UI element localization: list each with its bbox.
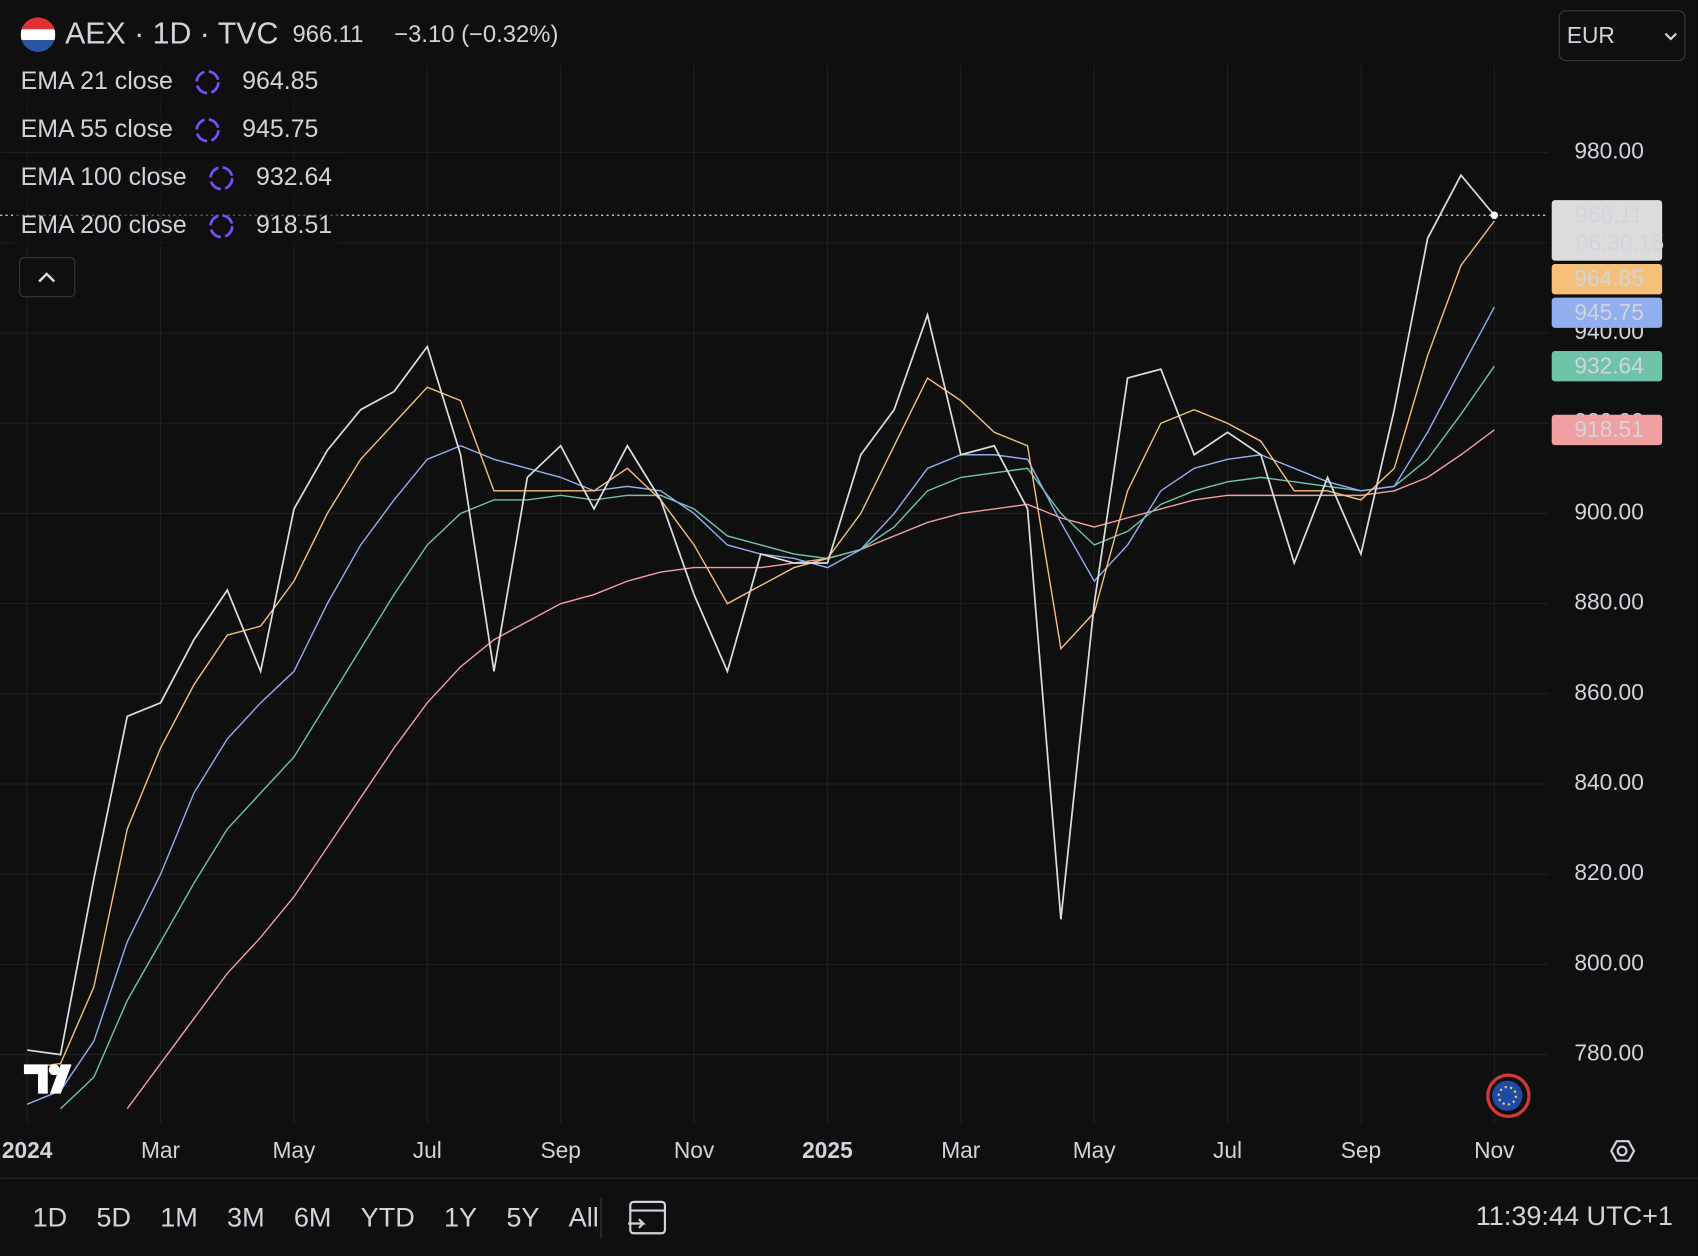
x-tick-label: May xyxy=(1073,1137,1117,1163)
legend-bg xyxy=(13,205,339,247)
x-tick-label: Jul xyxy=(413,1137,442,1163)
legend-value: 932.64 xyxy=(256,163,332,191)
legend-value: 945.75 xyxy=(242,115,318,143)
x-tick-label: Nov xyxy=(1474,1137,1515,1163)
clock: 11:39:44 UTC+1 xyxy=(1476,1201,1673,1231)
legend-item[interactable]: EMA 100 close 932.64 xyxy=(13,157,339,199)
x-tick-label: Jul xyxy=(1213,1137,1242,1163)
y-tick-label: 820.00 xyxy=(1574,859,1643,885)
legend-icon xyxy=(209,214,234,239)
price-change: −3.10 (−0.32%) xyxy=(394,21,558,48)
price-tag-label: 918.51 xyxy=(1574,416,1643,442)
legend-icon xyxy=(209,166,234,191)
price-tag-label: 964.85 xyxy=(1574,265,1643,291)
legend-name: EMA 200 close xyxy=(21,211,187,239)
currency-label[interactable]: EUR xyxy=(1567,22,1615,48)
last-price-dot xyxy=(1490,211,1499,220)
legend-item[interactable]: EMA 200 close 918.51 xyxy=(13,205,339,247)
price-tag xyxy=(1551,351,1663,382)
range-button[interactable]: 6M xyxy=(294,1202,332,1232)
y-tick-label: 980.00 xyxy=(1574,138,1643,164)
y-tick-label: 880.00 xyxy=(1574,589,1643,615)
date-range-icon[interactable] xyxy=(628,1200,667,1235)
legend-value: 918.51 xyxy=(256,211,332,239)
range-toolbar: 1D 5D 1M 3M 6M YTD 1Y 5Y All xyxy=(33,1202,599,1232)
chart-title: AEX · 1D · TVC xyxy=(65,18,278,51)
price-tag xyxy=(1551,263,1663,295)
symbol-flag xyxy=(20,17,56,52)
countdown: 06:30:15 xyxy=(1576,230,1664,256)
collapse-icon xyxy=(38,272,56,283)
price-tag-label: 966.11 xyxy=(1575,201,1643,227)
legend-value: 964.85 xyxy=(242,67,318,95)
price-tag-label: 932.64 xyxy=(1574,352,1643,378)
grid xyxy=(0,64,1549,1124)
y-tick-label: 780.00 xyxy=(1574,1040,1643,1066)
overlay: 780.00 800.00 820.00 840.00 860.00 880.00 900.… xyxy=(0,138,1664,1163)
range-button[interactable]: All xyxy=(569,1202,599,1232)
range-button[interactable]: 1Y xyxy=(444,1202,477,1232)
y-tick-label: 900.00 xyxy=(1574,498,1643,524)
legend-name: EMA 100 close xyxy=(21,163,187,191)
price-line xyxy=(27,173,1495,1056)
tv-logo xyxy=(23,1064,72,1094)
x-tick-label: 2024 xyxy=(2,1137,53,1163)
range-button[interactable]: 5D xyxy=(96,1202,131,1232)
x-tick-label: Mar xyxy=(141,1137,181,1163)
price-tag xyxy=(1551,297,1663,328)
settings-icon[interactable] xyxy=(1610,1140,1636,1162)
range-button[interactable]: 1M xyxy=(160,1202,198,1232)
eu-icon xyxy=(1486,1073,1531,1118)
plot-area xyxy=(26,173,1495,1110)
range-button[interactable]: YTD xyxy=(361,1202,415,1232)
legend-name: EMA 55 close xyxy=(21,115,173,143)
x-tick-label: Mar xyxy=(941,1137,981,1163)
x-tick-label: Sep xyxy=(540,1137,580,1163)
price-tag xyxy=(1551,200,1663,261)
x-tick-label: Nov xyxy=(674,1137,715,1163)
range-button[interactable]: 1D xyxy=(33,1202,68,1232)
x-tick-label: 2025 xyxy=(802,1137,853,1163)
range-button[interactable]: 5Y xyxy=(506,1202,539,1232)
ema-line xyxy=(126,429,1495,1110)
legend-bg xyxy=(13,109,325,151)
y-tick-label: 800.00 xyxy=(1574,949,1643,975)
legend-item[interactable]: EMA 55 close 945.75 xyxy=(13,109,325,151)
collapse-button[interactable] xyxy=(19,257,76,298)
price-tag xyxy=(1551,414,1663,446)
legend-bg xyxy=(13,157,339,199)
legend-bg xyxy=(13,61,325,103)
chevron xyxy=(1664,32,1677,41)
x-tick-label: Sep xyxy=(1341,1137,1381,1163)
legend-name: EMA 21 close xyxy=(21,67,173,95)
last-price: 966.11 xyxy=(292,21,363,48)
x-tick-label: May xyxy=(272,1137,316,1163)
y-tick-label: 840.00 xyxy=(1574,769,1643,795)
legend-icon xyxy=(195,70,220,95)
ema-line xyxy=(60,365,1495,1110)
ema-line xyxy=(27,220,1495,1069)
legend-item[interactable]: EMA 21 close 964.85 xyxy=(13,61,325,103)
currency-select[interactable]: EUR xyxy=(1558,10,1686,62)
price-tag-label: 945.75 xyxy=(1574,299,1643,325)
collapse-box[interactable] xyxy=(19,257,76,298)
currency-box[interactable] xyxy=(1558,10,1686,62)
y-tick-label: 860.00 xyxy=(1574,679,1643,705)
range-button[interactable]: 3M xyxy=(227,1202,265,1232)
